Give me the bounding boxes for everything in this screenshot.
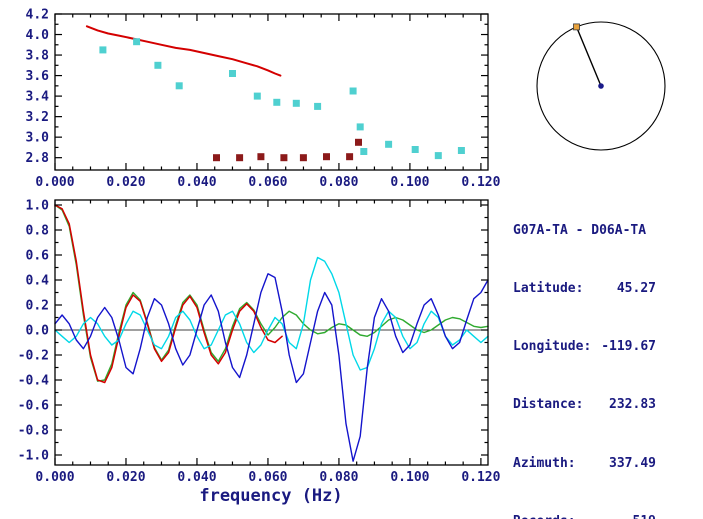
info-label: Azimuth: [513,455,576,471]
y-tick-label: 0.4 [26,274,50,289]
cyan-picks-point[interactable] [434,152,442,160]
y-tick-label: 3.6 [26,69,50,84]
y-tick-label: 0.6 [26,249,50,264]
y-tick-label: -1.0 [18,449,49,464]
x-axis-label: frequency (Hz) [199,486,342,506]
dark-red-picks-point[interactable] [236,154,244,162]
x-tick-label: 0.080 [319,470,358,485]
cyan-picks-point[interactable] [385,140,393,148]
info-label: Distance: [513,397,584,413]
series-reference-curve [85,25,282,77]
info-row-longitude: Longitude: -119.67 [513,337,656,356]
dark-red-picks-point[interactable] [355,138,362,146]
series-green-trace [54,204,489,382]
y-tick-label: 4.2 [26,8,49,23]
y-tick-label: 0.0 [26,324,50,339]
x-tick-label: 0.040 [177,175,216,190]
cyan-picks-point[interactable] [292,99,300,107]
azimuth-dial [536,21,666,151]
series-red-trace [54,204,283,384]
x-tick-label: 0.100 [390,175,429,190]
station-pair-title: G07A-TA - D06A-TA [513,222,647,238]
dark-red-picks-point[interactable] [213,154,220,162]
y-tick-label: -0.4 [18,374,49,389]
dark-red-picks-point[interactable] [323,153,330,161]
azimuth-marker [573,23,580,31]
cyan-picks-point[interactable] [314,102,322,110]
dark-red-picks-point[interactable] [299,154,307,162]
x-tick-label: 0.020 [106,470,145,485]
x-tick-label: 0.020 [106,175,145,190]
y-tick-label: 3.4 [26,90,50,105]
dark-red-picks-point[interactable] [280,154,288,162]
info-row-distance: Distance: 232.83 [513,395,656,414]
info-value: 519 [633,512,656,519]
y-tick-label: 3.8 [26,49,50,64]
cyan-picks-point[interactable] [99,46,107,54]
info-value: -119.67 [601,339,656,355]
dial-center-dot [598,83,604,89]
azimuth-circle [536,21,666,151]
x-tick-label: 0.080 [319,175,358,190]
y-tick-label: 0.8 [26,224,50,239]
x-tick-label: 0.100 [390,470,429,485]
y-tick-label: 0.2 [26,299,49,314]
y-tick-label: -0.6 [18,399,49,414]
x-tick-label: 0.000 [35,470,74,485]
series-cyan-trace [54,256,489,371]
y-tick-label: 3.0 [26,131,50,146]
cyan-picks-point[interactable] [175,82,183,90]
dark-red-picks-point[interactable] [346,153,354,161]
y-tick-label: 2.8 [26,151,50,166]
x-tick-label: 0.120 [461,470,500,485]
x-tick-label: 0.120 [461,175,500,190]
y-tick-label: -0.8 [18,424,49,439]
series-cyan-picks [99,38,465,160]
cyan-picks-point[interactable] [457,147,465,154]
x-tick-label: 0.040 [177,470,216,485]
cyan-picks-point[interactable] [133,38,141,46]
series-blue-trace [54,273,489,462]
y-tick-label: 4.0 [26,28,50,43]
dispersion-panel[interactable]: 0.000 0.020 0.040 0.060 0.080 0.100 0.120 2.8 3.… [0,0,540,195]
azimuth-needle [575,26,602,87]
info-label: Latitude: [513,281,584,297]
info-label: Longitude: [513,339,592,355]
dark-red-picks-point[interactable] [257,153,265,161]
axis-ticks [54,13,488,170]
y-tick-label: -0.2 [18,349,49,364]
cyan-picks-point[interactable] [154,61,162,69]
cyan-picks-point[interactable] [411,146,419,153]
plot-frame [54,199,489,466]
info-row-records: Records: 519 [513,512,656,519]
info-value: 337.49 [609,455,656,471]
info-row-azimuth: Azimuth: 337.49 [513,454,656,473]
cyan-picks-point[interactable] [273,98,281,106]
cyan-picks-point[interactable] [360,148,368,155]
info-value: 45.27 [616,281,656,297]
plot-frame [54,13,489,171]
y-tick-label: 3.2 [26,110,49,125]
x-tick-label: 0.060 [248,175,287,190]
station-info: G07A-TA - D06A-TA Latitude: 45.27 Longit… [513,182,656,519]
axis-ticks [54,200,488,465]
info-value: 232.83 [609,397,656,413]
x-tick-label: 0.000 [35,175,74,190]
info-label: Records: [513,512,576,519]
x-tick-label: 0.060 [248,470,287,485]
waveform-panel: frequency (Hz) 0.000 0.020 0.040 0.060 0.080… [18,199,501,507]
cyan-picks-point[interactable] [349,87,357,95]
cyan-picks-point[interactable] [253,92,261,100]
y-tick-label: 1.0 [26,199,50,214]
info-row-latitude: Latitude: 45.27 [513,279,656,298]
series-dark-red-picks [213,138,362,162]
cyan-picks-point[interactable] [356,123,364,131]
cyan-picks-point[interactable] [229,70,236,77]
